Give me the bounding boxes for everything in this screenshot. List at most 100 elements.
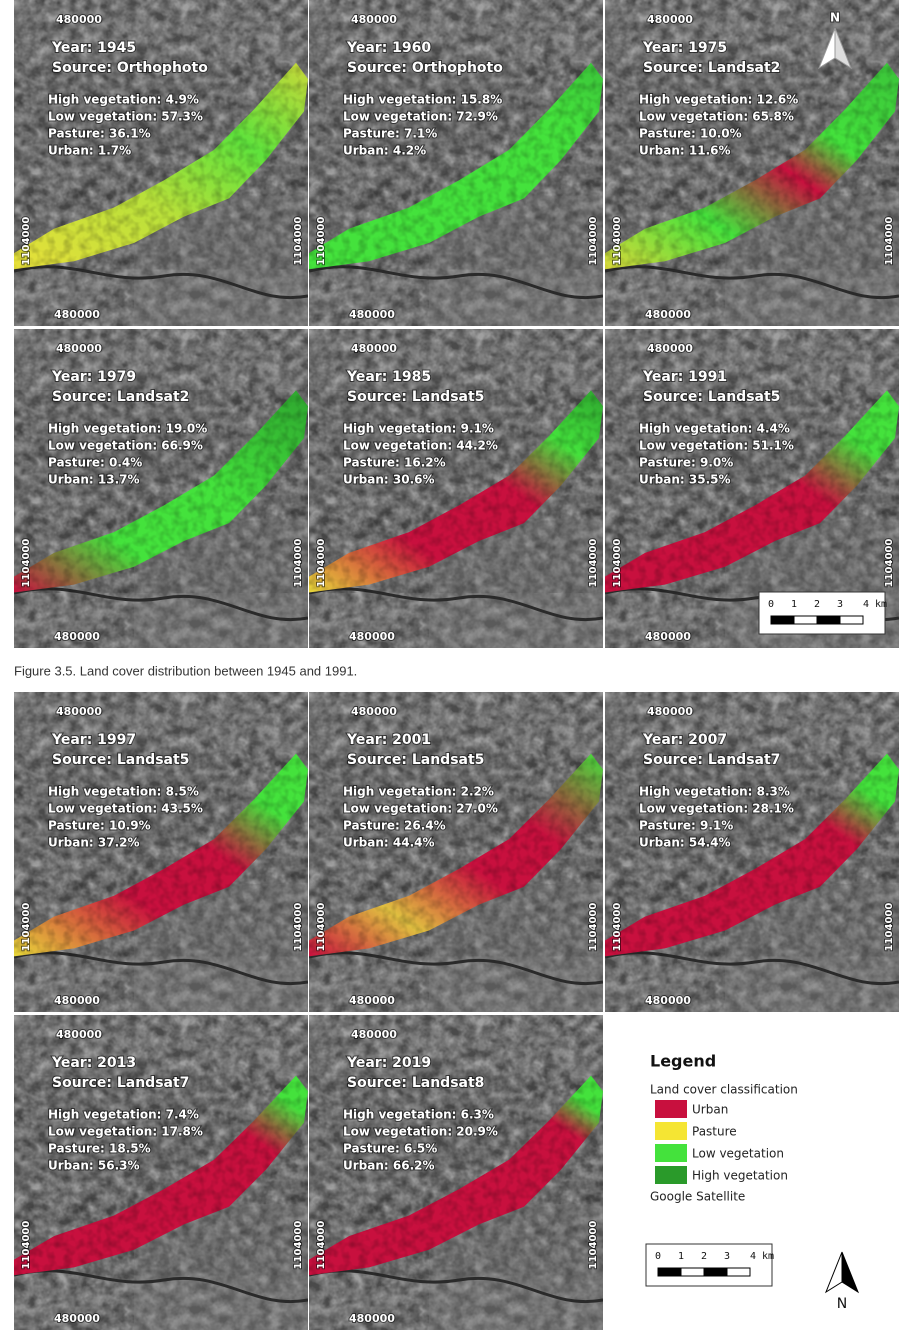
- panel-stat: Low vegetation: 28.1%: [639, 802, 794, 816]
- panel-stat: Pasture: 9.1%: [639, 819, 733, 833]
- panel-source: Source: Landsat8: [347, 1075, 484, 1091]
- panel-year: Year: 1979: [51, 369, 136, 385]
- panel-stat: Urban: 1.7%: [48, 144, 131, 158]
- scale-label: 4 km: [863, 599, 887, 610]
- panel-stat: Low vegetation: 20.9%: [343, 1125, 498, 1139]
- panel-stat: Pasture: 18.5%: [48, 1142, 151, 1156]
- panel-stat: Pasture: 10.9%: [48, 819, 151, 833]
- panel-stat: Low vegetation: 27.0%: [343, 802, 498, 816]
- panel-source: Source: Orthophoto: [347, 60, 503, 76]
- panel-year: Year: 2001: [346, 732, 431, 748]
- panel-stat: Pasture: 7.1%: [343, 127, 437, 141]
- panel-stat: Urban: 30.6%: [343, 473, 435, 487]
- panel-stat: Low vegetation: 17.8%: [48, 1125, 203, 1139]
- coord-right: 1104000: [293, 1221, 304, 1270]
- panel-stat: High vegetation: 12.6%: [639, 93, 798, 107]
- panel-source: Source: Landsat7: [52, 1075, 189, 1091]
- legend-swatch: [655, 1100, 687, 1118]
- coord-right: 1104000: [588, 539, 599, 588]
- panel-stat: High vegetation: 8.5%: [48, 785, 199, 799]
- scale-segment: [840, 616, 863, 624]
- scale-segment: [817, 616, 840, 624]
- coord-left: 1104000: [612, 539, 623, 588]
- legend-label: Urban: [692, 1103, 728, 1117]
- panel-stat: Urban: 44.4%: [343, 836, 435, 850]
- scale-label: 2: [814, 599, 820, 610]
- coord-left: 1104000: [21, 1221, 32, 1270]
- scale-label: 0: [768, 599, 774, 610]
- legend-label: High vegetation: [692, 1169, 788, 1183]
- coord-right: 1104000: [884, 539, 895, 588]
- north-arrow-right: [842, 1252, 858, 1292]
- coord-top: 480000: [351, 705, 397, 718]
- panel-stat: Urban: 37.2%: [48, 836, 140, 850]
- panel-stat: High vegetation: 4.9%: [48, 93, 199, 107]
- coord-left: 1104000: [21, 217, 32, 266]
- panel-year: Year: 2013: [51, 1055, 136, 1071]
- coord-top: 480000: [351, 1028, 397, 1041]
- legend-swatch: [655, 1166, 687, 1184]
- panel-stat: Urban: 56.3%: [48, 1159, 140, 1173]
- coord-right: 1104000: [293, 903, 304, 952]
- scale-label: 1: [791, 599, 797, 610]
- panel-stat: High vegetation: 6.3%: [343, 1108, 494, 1122]
- scale-label: 2: [701, 1251, 707, 1262]
- map-panel: 48000048000011040001104000Year: 1997Sour…: [14, 692, 314, 1012]
- coord-left: 1104000: [316, 1221, 327, 1270]
- panel-source: Source: Landsat7: [643, 752, 780, 768]
- coord-top: 480000: [56, 13, 102, 26]
- scale-segment: [681, 1268, 704, 1276]
- scale-label: 3: [837, 599, 843, 610]
- north-arrow-left: [826, 1252, 842, 1292]
- panel-source: Source: Landsat2: [643, 60, 780, 76]
- panel-stat: Urban: 35.5%: [639, 473, 731, 487]
- legend-swatch: [655, 1144, 687, 1162]
- scale-segment: [727, 1268, 750, 1276]
- scale-label: 0: [655, 1251, 661, 1262]
- panel-stat: Low vegetation: 44.2%: [343, 439, 498, 453]
- scale-segment: [771, 616, 794, 624]
- map-panel: 48000048000011040001104000Year: 1991Sour…: [605, 329, 904, 648]
- coord-right: 1104000: [588, 217, 599, 266]
- panel-year: Year: 2007: [642, 732, 727, 748]
- north-label: N: [830, 11, 840, 25]
- panel-stat: High vegetation: 2.2%: [343, 785, 494, 799]
- panel-source: Source: Landsat5: [52, 752, 189, 768]
- panel-stat: Pasture: 6.5%: [343, 1142, 437, 1156]
- coord-left: 1104000: [612, 217, 623, 266]
- panel-stat: High vegetation: 15.8%: [343, 93, 502, 107]
- coord-left: 1104000: [316, 539, 327, 588]
- coord-left: 1104000: [21, 903, 32, 952]
- panel-source: Source: Orthophoto: [52, 60, 208, 76]
- panel-stat: High vegetation: 4.4%: [639, 422, 790, 436]
- coord-top: 480000: [647, 13, 693, 26]
- coord-bottom: 480000: [54, 630, 100, 643]
- panel-stat: Urban: 66.2%: [343, 1159, 435, 1173]
- panel-stat: Low vegetation: 66.9%: [48, 439, 203, 453]
- coord-right: 1104000: [588, 903, 599, 952]
- legend: LegendLand cover classificationUrbanPast…: [646, 1052, 858, 1313]
- coord-bottom: 480000: [54, 994, 100, 1007]
- coord-left: 1104000: [612, 903, 623, 952]
- legend-swatch: [655, 1122, 687, 1140]
- coord-bottom: 480000: [645, 994, 691, 1007]
- page-body: {"figures": [ {"panels": [ {"x_top": "48…: [0, 0, 904, 1330]
- figure-caption: Figure 3.5. Land cover distribution betw…: [14, 663, 357, 678]
- panel-year: Year: 1991: [642, 369, 727, 385]
- coord-left: 1104000: [316, 217, 327, 266]
- coord-right: 1104000: [293, 217, 304, 266]
- panel-stat: High vegetation: 8.3%: [639, 785, 790, 799]
- coord-bottom: 480000: [54, 308, 100, 321]
- coord-bottom: 480000: [349, 630, 395, 643]
- panel-year: Year: 1985: [346, 369, 431, 385]
- panel-stat: Pasture: 36.1%: [48, 127, 151, 141]
- panel-year: Year: 1997: [51, 732, 136, 748]
- scale-label: 4 km: [750, 1251, 774, 1262]
- coord-right: 1104000: [884, 217, 895, 266]
- panel-year: Year: 2019: [346, 1055, 431, 1071]
- panel-stat: Low vegetation: 43.5%: [48, 802, 203, 816]
- legend-subtitle: Land cover classification: [650, 1083, 798, 1097]
- panel-stat: Pasture: 10.0%: [639, 127, 742, 141]
